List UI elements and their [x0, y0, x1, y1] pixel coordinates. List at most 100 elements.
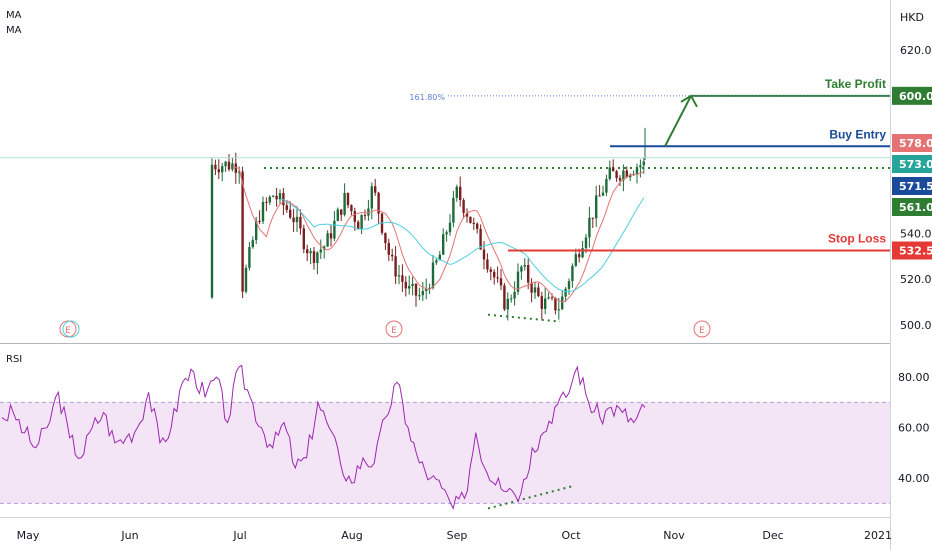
candle-body[interactable]	[244, 267, 248, 292]
candle-body[interactable]	[411, 283, 414, 286]
candle-body[interactable]	[455, 186, 458, 198]
candle-body[interactable]	[533, 287, 537, 293]
candle-body[interactable]	[265, 201, 268, 203]
candle-body[interactable]	[493, 271, 496, 278]
candle-body[interactable]	[391, 254, 394, 257]
dividend-marker[interactable]	[62, 320, 80, 338]
candle-body[interactable]	[227, 161, 231, 170]
candle-body[interactable]	[421, 291, 424, 296]
candle-body[interactable]	[394, 256, 397, 277]
candle-body[interactable]	[214, 164, 217, 170]
candle-body[interactable]	[319, 249, 322, 253]
candle-body[interactable]	[544, 298, 547, 309]
candle-body[interactable]	[340, 209, 343, 215]
candle-body[interactable]	[578, 254, 581, 258]
price-tag[interactable]	[892, 86, 932, 105]
candle-body[interactable]	[404, 281, 407, 289]
candle-body[interactable]	[408, 285, 411, 289]
candle-body[interactable]	[588, 217, 591, 238]
candle-body[interactable]	[595, 195, 598, 219]
candle-body[interactable]	[452, 197, 455, 223]
candle-body[interactable]	[374, 186, 377, 193]
candle-body[interactable]	[618, 178, 622, 181]
candle-body[interactable]	[523, 265, 526, 267]
candle-body[interactable]	[248, 247, 251, 268]
candle-body[interactable]	[278, 193, 282, 200]
candle-body[interactable]	[462, 200, 465, 213]
candle-body[interactable]	[567, 281, 571, 289]
candle-body[interactable]	[605, 179, 608, 193]
candle-body[interactable]	[554, 297, 557, 311]
candle-body[interactable]	[282, 193, 285, 206]
candle-body[interactable]	[258, 220, 261, 222]
candle-body[interactable]	[370, 186, 373, 209]
candle-body[interactable]	[431, 262, 435, 288]
candle-body[interactable]	[561, 296, 564, 310]
candle-body[interactable]	[557, 309, 560, 311]
price-tag[interactable]	[892, 198, 932, 216]
price-tag[interactable]	[892, 155, 932, 173]
earnings-marker[interactable]	[385, 320, 403, 338]
candle-body[interactable]	[346, 193, 350, 206]
candle-body[interactable]	[496, 277, 499, 279]
candle-body[interactable]	[438, 254, 441, 261]
candle-body[interactable]	[384, 232, 387, 244]
ma-slow-line[interactable]	[279, 197, 645, 293]
candle-body[interactable]	[251, 240, 254, 248]
ma1-legend[interactable]: MA	[6, 10, 22, 21]
candle-body[interactable]	[238, 171, 241, 173]
candle-body[interactable]	[289, 209, 292, 218]
candle-body[interactable]	[397, 275, 401, 277]
candle-body[interactable]	[635, 167, 639, 175]
candle-body[interactable]	[302, 228, 305, 250]
candle-body[interactable]	[329, 233, 333, 239]
candle-body[interactable]	[482, 249, 486, 260]
candle-body[interactable]	[520, 266, 523, 272]
candle-body[interactable]	[377, 192, 380, 214]
candle-body[interactable]	[448, 222, 452, 233]
candle-body[interactable]	[615, 171, 618, 179]
candle-body[interactable]	[336, 209, 339, 221]
candle-body[interactable]	[479, 228, 482, 250]
candle-body[interactable]	[401, 275, 404, 282]
candle-body[interactable]	[241, 171, 244, 292]
candle-body[interactable]	[261, 201, 265, 222]
candle-body[interactable]	[285, 205, 288, 210]
candle-body[interactable]	[472, 222, 475, 224]
candle-body[interactable]	[268, 196, 271, 203]
candle-body[interactable]	[639, 165, 642, 168]
candle-body[interactable]	[581, 248, 584, 258]
candle-body[interactable]	[306, 249, 309, 254]
candle-body[interactable]	[486, 259, 489, 270]
candle-body[interactable]	[414, 283, 418, 296]
candle-body[interactable]	[326, 233, 329, 247]
candle-body[interactable]	[357, 221, 360, 230]
candle-body[interactable]	[323, 246, 326, 250]
rsi-legend[interactable]: RSI	[6, 354, 22, 365]
candle-body[interactable]	[601, 192, 605, 196]
candle-body[interactable]	[234, 163, 237, 173]
candle-body[interactable]	[608, 167, 611, 180]
candle-body[interactable]	[503, 285, 506, 310]
candle-body[interactable]	[217, 169, 220, 173]
candle-body[interactable]	[537, 287, 540, 297]
candle-body[interactable]	[360, 215, 363, 230]
candle-body[interactable]	[642, 161, 645, 166]
candle-body[interactable]	[527, 265, 530, 283]
candle-body[interactable]	[295, 216, 299, 223]
candle-body[interactable]	[625, 170, 628, 178]
ma2-legend[interactable]: MA	[6, 25, 22, 36]
candle-body[interactable]	[292, 217, 295, 223]
candle-body[interactable]	[210, 164, 214, 298]
candle-body[interactable]	[309, 251, 312, 254]
candle-body[interactable]	[513, 291, 516, 299]
candle-body[interactable]	[350, 205, 353, 212]
candle-body[interactable]	[598, 195, 601, 197]
candle-body[interactable]	[516, 271, 520, 292]
candle-body[interactable]	[255, 220, 258, 241]
price-tag[interactable]	[892, 134, 932, 152]
candle-body[interactable]	[333, 220, 336, 239]
ma-fast-line[interactable]	[232, 166, 645, 303]
candle-body[interactable]	[459, 186, 462, 201]
